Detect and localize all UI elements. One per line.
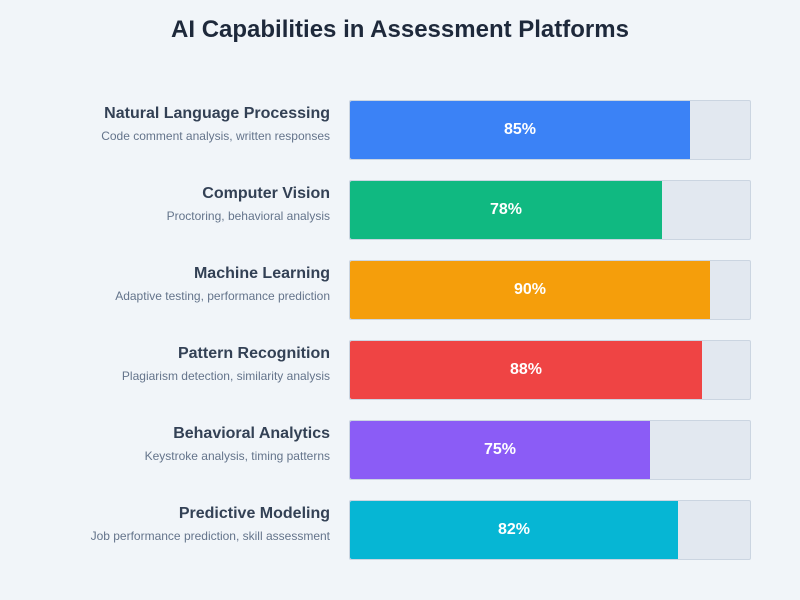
bar-description: Job performance prediction, skill assess…: [90, 529, 330, 543]
bar-description: Adaptive testing, performance prediction: [115, 289, 330, 303]
bar-value-label: 75%: [483, 441, 517, 458]
bar-description: Keystroke analysis, timing patterns: [144, 449, 330, 463]
bar-track: 90%: [349, 260, 751, 320]
bar-fill: [350, 421, 650, 479]
bar-description: Code comment analysis, written responses: [101, 129, 330, 143]
bar-value-label: 78%: [489, 201, 523, 218]
bar-track: 82%: [349, 500, 751, 560]
bar-track: 85%: [349, 100, 751, 160]
chart-title: AI Capabilities in Assessment Platforms: [171, 16, 629, 43]
bar-row-predictive-modeling: Predictive Modeling Job performance pred…: [0, 500, 800, 560]
bar-track: 78%: [349, 180, 751, 240]
bar-track: 75%: [349, 420, 751, 480]
bar-name: Machine Learning: [193, 265, 330, 282]
bar-row-machine-learning: Machine Learning Adaptive testing, perfo…: [0, 260, 800, 320]
bar-name: Behavioral Analytics: [173, 425, 330, 442]
bar-row-behavioral-analytics: Behavioral Analytics Keystroke analysis,…: [0, 420, 800, 480]
bar-value-label: 90%: [513, 281, 547, 298]
bar-track: 88%: [349, 340, 751, 400]
bar-name: Natural Language Processing: [104, 105, 330, 122]
bar-name: Predictive Modeling: [178, 505, 330, 522]
bar-value-label: 88%: [509, 361, 543, 378]
bar-name: Pattern Recognition: [177, 345, 330, 362]
bar-fill: [350, 181, 662, 239]
bar-fill: [350, 261, 710, 319]
bar-name: Computer Vision: [202, 185, 330, 202]
bar-row-computer-vision: Computer Vision Proctoring, behavioral a…: [0, 180, 800, 240]
bar-value-label: 85%: [503, 121, 537, 138]
bar-description: Plagiarism detection, similarity analysi…: [121, 369, 330, 383]
bar-value-label: 82%: [497, 521, 531, 538]
bar-fill: [350, 501, 678, 559]
bar-row-nlp: Natural Language Processing Code comment…: [0, 100, 800, 160]
bar-description: Proctoring, behavioral analysis: [166, 209, 330, 223]
bar-fill: [350, 101, 690, 159]
bar-row-pattern-recognition: Pattern Recognition Plagiarism detection…: [0, 340, 800, 400]
bar-fill: [350, 341, 702, 399]
